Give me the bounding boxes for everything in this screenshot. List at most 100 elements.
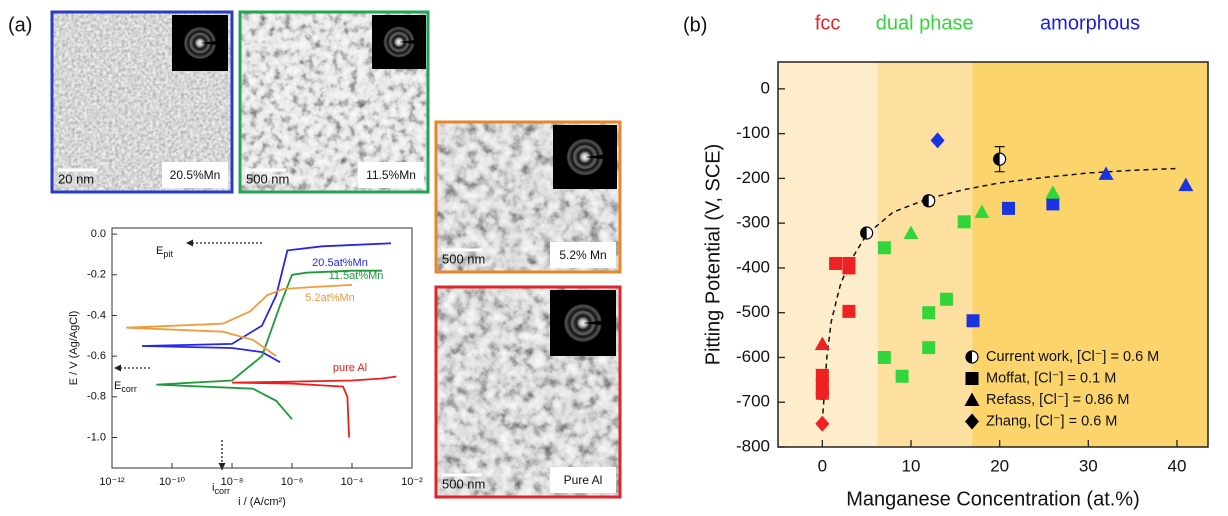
y-tick-label: 0.0 — [91, 228, 106, 240]
marker-half — [966, 351, 972, 363]
phase-label: dual phase — [876, 12, 974, 34]
annotation-sub: pit — [163, 249, 173, 259]
marker-diamond — [965, 413, 979, 430]
marker-half — [993, 153, 1000, 166]
label-box — [358, 162, 424, 188]
marker-square — [877, 350, 891, 364]
polarization-chart: 10⁻¹² 10⁻¹⁰ 10⁻⁸ 10⁻⁶ 10⁻⁴ 10⁻² 0.0 -0.2 -0.4 -0.… — [68, 227, 423, 508]
annotation: icorr — [212, 482, 230, 496]
beam-stop — [200, 39, 228, 47]
marker-half-circle — [860, 226, 874, 240]
label-box — [550, 242, 616, 268]
annotation-main: E — [156, 245, 163, 257]
micrograph-border — [434, 120, 622, 274]
marker-square — [842, 261, 856, 275]
beam-stop — [585, 153, 617, 161]
marker-half-circle — [993, 152, 1007, 166]
marker-triangle — [1045, 185, 1061, 199]
x-tick-label: 10 — [902, 456, 921, 475]
y-axis-title: E / V (Ag/AgCl) — [68, 311, 80, 386]
micrograph-border — [50, 10, 234, 194]
marker-square — [895, 369, 909, 383]
beam-stop — [583, 319, 616, 327]
phase-label: fcc — [815, 12, 841, 34]
fit-curve — [821, 167, 1178, 423]
arrow-head — [218, 463, 226, 470]
label-box — [550, 467, 616, 493]
marker-triangle — [1098, 166, 1114, 180]
arrow-head — [186, 239, 193, 247]
x-tick-label: 10⁻⁸ — [221, 476, 244, 488]
x-axis-title: Manganese Concentration (at.%) — [846, 488, 1140, 510]
y-tick-label: -0.8 — [87, 391, 106, 403]
marker-square — [842, 304, 856, 318]
micrographs: 20 nm 20.5%Mn 500 nm 11.5%Mn 500 nm 5.2% Mn 50… — [50, 10, 622, 499]
y-tick-label: -300 — [736, 213, 770, 232]
phase-region — [972, 62, 1208, 447]
marker-triangle — [903, 225, 919, 240]
marker-square — [966, 314, 980, 328]
x-tick-label: 20 — [990, 456, 1009, 475]
curve — [126, 284, 353, 357]
annotation: Ecorr — [114, 380, 137, 394]
x-tick-label: 10⁻⁶ — [281, 476, 304, 488]
y-tick-label: -1.0 — [87, 431, 106, 443]
y-tick-label: -500 — [736, 302, 770, 321]
scale-bar-label: 20 nm — [58, 171, 94, 186]
x-tick-label: 10⁻¹² — [99, 476, 125, 488]
marker-square — [1046, 197, 1060, 211]
phase-label: amorphous — [1040, 12, 1140, 34]
annotation: Epit — [156, 245, 173, 259]
x-tick-label: 0 — [818, 456, 827, 475]
y-tick-label: -600 — [736, 347, 770, 366]
y-tick-label: -700 — [736, 392, 770, 411]
panel-label: (a) — [8, 14, 32, 36]
marker-triangle — [814, 336, 830, 351]
arrow-head — [114, 364, 121, 372]
y-tick-label: -100 — [736, 123, 770, 142]
y-tick-label: 0 — [761, 78, 770, 97]
marker-square — [965, 372, 979, 385]
legend-label: Refass, [Cl⁻] = 0.86 M — [986, 392, 1129, 408]
beam-stop — [399, 38, 426, 46]
pitting-chart: fcc dual phase amorphous 0 10 20 30 40 0 -100 -200… — [702, 12, 1209, 510]
curve-label: 5.2at%Mn — [305, 292, 355, 304]
marker-diamond — [930, 132, 945, 149]
y-tick-label: -800 — [736, 436, 770, 455]
annotation-main: E — [114, 380, 121, 392]
marker-triangle — [1178, 177, 1194, 192]
curve-label: 11.5at%Mn — [329, 270, 384, 282]
x-tick-label: 10⁻⁴ — [341, 476, 364, 488]
micrograph-label: 20.5%Mn — [170, 168, 221, 182]
micrograph-border — [238, 10, 430, 194]
legend-label: Current work, [Cl⁻] = 0.6 M — [986, 349, 1159, 365]
x-tick-label: 30 — [1079, 456, 1098, 475]
curve — [231, 375, 397, 438]
phase-region — [877, 62, 973, 447]
marker-square — [922, 306, 936, 320]
micrograph-label: Pure Al — [564, 473, 603, 487]
marker-triangle — [964, 392, 980, 406]
annotation-sub: corr — [214, 486, 230, 496]
x-tick-label: 40 — [1168, 456, 1187, 475]
x-tick-label: 10⁻¹⁰ — [159, 476, 186, 488]
y-tick-label: -0.6 — [87, 350, 106, 362]
marker-square — [829, 256, 843, 270]
marker-half-circle — [965, 350, 979, 364]
marker-square — [877, 241, 891, 255]
marker-triangle — [974, 204, 990, 218]
plot-frame — [777, 61, 1209, 448]
marker-square — [815, 386, 829, 400]
marker-square — [939, 292, 953, 306]
panel-label: (b) — [683, 14, 707, 36]
label-box — [162, 162, 228, 188]
marker-half — [922, 194, 929, 207]
curve — [156, 269, 382, 420]
annotation-main: i — [212, 482, 214, 494]
x-tick-label: 10⁻² — [401, 476, 423, 488]
plot-frame — [111, 227, 413, 469]
legend-label: Moffat, [Cl⁻] = 0.1 M — [986, 370, 1116, 386]
scale-bar-label: 500 nm — [442, 476, 485, 491]
